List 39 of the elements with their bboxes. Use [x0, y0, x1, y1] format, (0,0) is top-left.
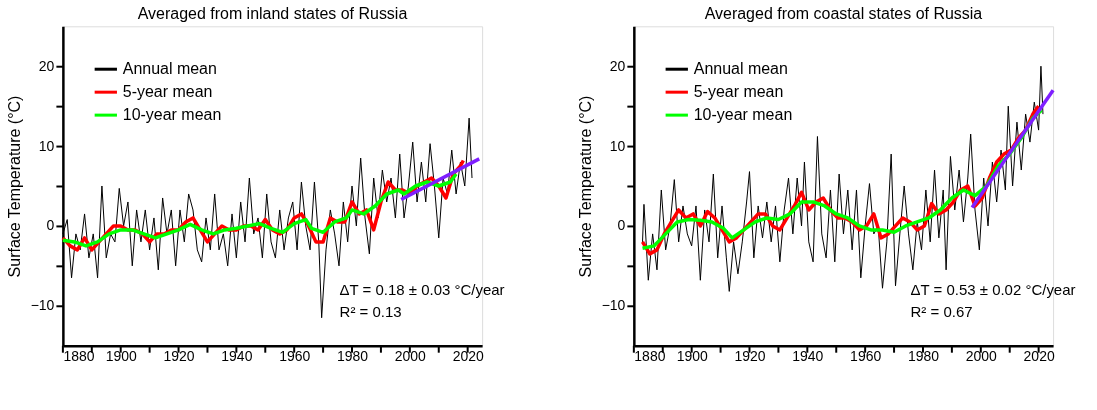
- x-tick-label: 1880: [634, 348, 666, 365]
- annotation: ΔT = 0.53 ± 0.02 °C/year: [910, 280, 1076, 298]
- chart-title: Averaged from inland states of Russia: [137, 5, 408, 23]
- annotation: ΔT = 0.18 ± 0.03 °C/year: [339, 280, 505, 298]
- y-tick-label: −10: [601, 297, 626, 314]
- y-tick-label: −10: [30, 297, 55, 314]
- y-tick-label: 20: [38, 57, 55, 74]
- y-tick-label: 20: [609, 57, 626, 74]
- y-tick-label: 10: [38, 137, 55, 154]
- y-axis-title: Surface Temperature (°C): [576, 95, 594, 278]
- x-tick-label: 2020: [452, 348, 484, 365]
- legend-label: Annual mean: [693, 60, 788, 78]
- annotation: R² = 0.13: [339, 302, 402, 320]
- legend-label: Annual mean: [122, 60, 217, 78]
- y-tick-label: 0: [46, 217, 55, 234]
- x-tick-label: 1940: [792, 348, 824, 365]
- x-tick-label: 1980: [336, 348, 369, 365]
- annotation: R² = 0.67: [910, 302, 973, 320]
- x-tick-label: 1920: [734, 348, 766, 365]
- legend-label: 10-year mean: [693, 106, 793, 124]
- y-tick-label: 0: [617, 217, 626, 234]
- x-tick-label: 2000: [394, 348, 427, 365]
- x-tick-label: 1960: [279, 348, 311, 365]
- line-series: [61, 172, 458, 248]
- legend-label: 5-year mean: [693, 83, 784, 101]
- x-tick-label: 2020: [1023, 348, 1055, 365]
- y-axis-title: Surface Temperature (°C): [5, 95, 23, 278]
- x-tick-label: 1960: [850, 348, 882, 365]
- y-tick-label: 10: [609, 137, 626, 154]
- x-tick-label: 2000: [965, 348, 998, 365]
- x-tick-label: 1940: [221, 348, 253, 365]
- x-tick-label: 1920: [163, 348, 195, 365]
- x-tick-label: 1880: [63, 348, 95, 365]
- x-tick-label: 1900: [105, 348, 137, 365]
- legend-label: 5-year mean: [122, 83, 213, 101]
- chart-title: Averaged from coastal states of Russia: [704, 5, 983, 23]
- x-tick-label: 1980: [907, 348, 940, 365]
- x-tick-label: 1900: [676, 348, 708, 365]
- legend-label: 10-year mean: [122, 106, 222, 124]
